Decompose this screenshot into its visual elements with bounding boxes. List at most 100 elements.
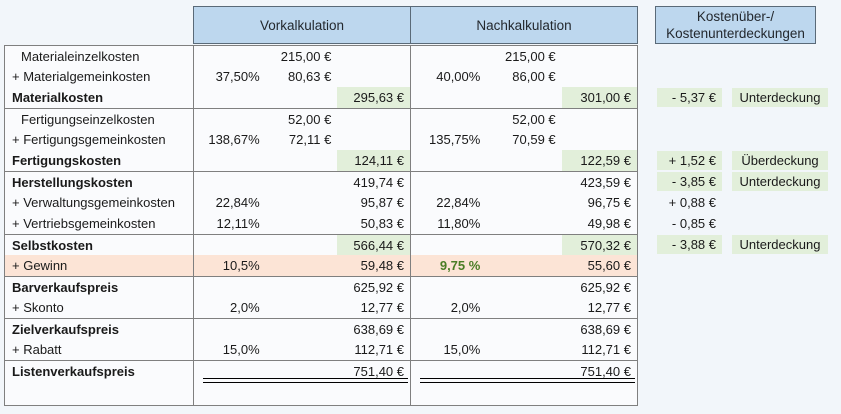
nach-column-cell: 15,0% 112,71 € bbox=[410, 339, 638, 360]
nach-column-cell: 215,00 € bbox=[410, 45, 638, 66]
vor-column-cell: 215,00 € bbox=[193, 45, 410, 66]
row-label: Selbstkosten bbox=[4, 234, 193, 255]
vor-total-cell: 59,48 € bbox=[360, 258, 404, 273]
diff-amount bbox=[657, 319, 722, 338]
diff-result-label: Unterdeckung bbox=[732, 235, 828, 254]
nach-pct-cell: 2,0% bbox=[450, 300, 481, 315]
vor-total-cell: 50,83 € bbox=[360, 216, 404, 231]
vor-pct-cell: 12,11% bbox=[216, 216, 260, 231]
nach-amount-cell bbox=[486, 277, 561, 297]
nach-amount-cell bbox=[486, 192, 561, 213]
row-label: + Skonto bbox=[4, 297, 193, 318]
nach-pct-cell bbox=[411, 46, 486, 66]
diff-result-label bbox=[732, 298, 828, 317]
diff-amount bbox=[657, 256, 722, 275]
nach-pct-cell bbox=[411, 381, 486, 405]
diff-result-label bbox=[732, 277, 828, 296]
nach-pct-cell bbox=[411, 235, 486, 255]
nach-total-cell: 55,60 € bbox=[587, 258, 631, 273]
nach-column-cell: 301,00 € bbox=[410, 87, 638, 108]
vor-column-cell: 10,5% 59,48 € bbox=[193, 255, 410, 276]
diff-amount bbox=[657, 361, 722, 380]
row-label: Fertigungseinzelkosten bbox=[4, 108, 193, 129]
table-row: + Fertigungsgemeinkosten 138,67% 72,11 €13… bbox=[4, 129, 832, 150]
table-row: Zielverkaufspreis 638,69 € 638,69 € bbox=[4, 318, 832, 339]
vor-column-cell: 566,44 € bbox=[193, 234, 410, 255]
vor-total-cell: 638,69 € bbox=[353, 321, 404, 337]
nach-column-cell: 11,80% 49,98 € bbox=[410, 213, 638, 234]
row-label: + Gewinn bbox=[4, 255, 193, 276]
vor-column-cell: 638,69 € bbox=[193, 318, 410, 339]
table-row: + Verwaltungsgemeinkosten 22,84% 95,87 €22… bbox=[4, 192, 832, 213]
vor-pct-cell bbox=[194, 150, 266, 171]
nach-total-cell: 12,77 € bbox=[587, 300, 631, 315]
nach-column-cell: 625,92 € bbox=[410, 276, 638, 297]
vor-column-cell bbox=[193, 381, 410, 406]
row-label: Listenverkaufspreis bbox=[4, 360, 193, 381]
vor-total-cell bbox=[337, 381, 410, 405]
diff-amount bbox=[657, 384, 722, 403]
vor-pct-cell: 37,50% bbox=[215, 69, 260, 84]
vor-amount-cell bbox=[266, 297, 338, 318]
vor-pct-cell: 10,5% bbox=[222, 258, 260, 273]
diff-result-label bbox=[732, 193, 828, 212]
vor-pct-cell bbox=[194, 361, 266, 381]
kostendeckung-header-line2: Kostenunterdeckungen bbox=[666, 26, 805, 41]
diff-result-label bbox=[732, 67, 828, 86]
diff-amount: - 0,85 € bbox=[671, 216, 716, 231]
diff-result-label: Unterdeckung bbox=[732, 172, 828, 191]
table-row: + Vertriebsgemeinkosten 12,11% 50,83 € 11,8… bbox=[4, 213, 832, 234]
row-label: + Vertriebsgemeinkosten bbox=[4, 213, 193, 234]
diff-amount bbox=[657, 109, 722, 128]
nach-total-cell: 751,40 € bbox=[580, 363, 631, 379]
vor-total-cell: 295,63 € bbox=[337, 87, 410, 108]
vor-column-cell: 419,74 € bbox=[193, 171, 410, 192]
vor-pct-cell bbox=[194, 109, 266, 129]
vor-column-cell: 12,11% 50,83 € bbox=[193, 213, 410, 234]
vor-amount-cell bbox=[266, 150, 338, 171]
nach-column-cell: 751,40 € bbox=[410, 360, 638, 383]
nach-pct-cell: 15,0% bbox=[443, 342, 481, 357]
nach-column-cell: 2,0% 12,77 € bbox=[410, 297, 638, 318]
nach-pct-cell: 135,75% bbox=[429, 132, 481, 147]
vor-total-cell: 419,74 € bbox=[353, 174, 404, 190]
nach-pct-cell: 22,84% bbox=[436, 195, 481, 210]
vor-column-cell: 751,40 € bbox=[193, 360, 410, 383]
diff-amount bbox=[657, 340, 722, 359]
diff-result-label bbox=[732, 214, 828, 233]
nach-pct-cell bbox=[411, 361, 486, 381]
nach-amount-cell bbox=[486, 319, 561, 339]
vor-column-cell: 37,50% 80,63 € bbox=[193, 66, 410, 87]
vor-amount-cell bbox=[266, 319, 338, 339]
kostendeckung-header-line1: Kostenüber-/ bbox=[696, 9, 775, 24]
vor-amount-cell: 52,00 € bbox=[287, 111, 332, 127]
table-row: Fertigungseinzelkosten 52,00 € 52,00 € bbox=[4, 108, 832, 129]
vor-total-cell: 566,44 € bbox=[337, 235, 410, 255]
nach-total-cell bbox=[562, 129, 637, 150]
diff-result-label bbox=[732, 361, 828, 380]
vor-total-cell: 112,71 € bbox=[354, 342, 404, 357]
vor-total-cell: 95,87 € bbox=[360, 195, 404, 210]
vor-total-cell bbox=[337, 66, 410, 87]
vor-column-cell: 295,63 € bbox=[193, 87, 410, 108]
nach-total-cell: 570,32 € bbox=[561, 235, 637, 255]
vor-amount-cell bbox=[266, 213, 338, 234]
nach-pct-cell bbox=[411, 319, 486, 339]
nach-amount-cell bbox=[486, 150, 561, 171]
nach-column-cell: 40,00% 86,00 € bbox=[410, 66, 638, 87]
diff-amount: - 3,85 € bbox=[657, 172, 722, 191]
vor-total-cell bbox=[337, 109, 410, 129]
diff-result-label bbox=[732, 130, 828, 149]
nach-column-cell: 52,00 € bbox=[410, 108, 638, 129]
table-row: + Rabatt 15,0% 112,71 € 15,0% 112,71 € bbox=[4, 339, 832, 360]
vor-pct-cell bbox=[194, 87, 266, 108]
nach-column-cell: 423,59 € bbox=[410, 171, 638, 192]
table-row: Fertigungskosten 124,11 € 122,59 € + 1,52 €… bbox=[4, 150, 832, 171]
vor-pct-cell bbox=[194, 46, 266, 66]
table-row: + Materialgemeinkosten 37,50% 80,63 € 40,00… bbox=[4, 66, 832, 87]
nach-pct-cell bbox=[411, 87, 486, 108]
vor-amount-cell bbox=[266, 381, 338, 405]
diff-result-label bbox=[732, 384, 828, 403]
diff-amount: + 0,88 € bbox=[668, 195, 716, 210]
row-label: + Verwaltungsgemeinkosten bbox=[4, 192, 193, 213]
